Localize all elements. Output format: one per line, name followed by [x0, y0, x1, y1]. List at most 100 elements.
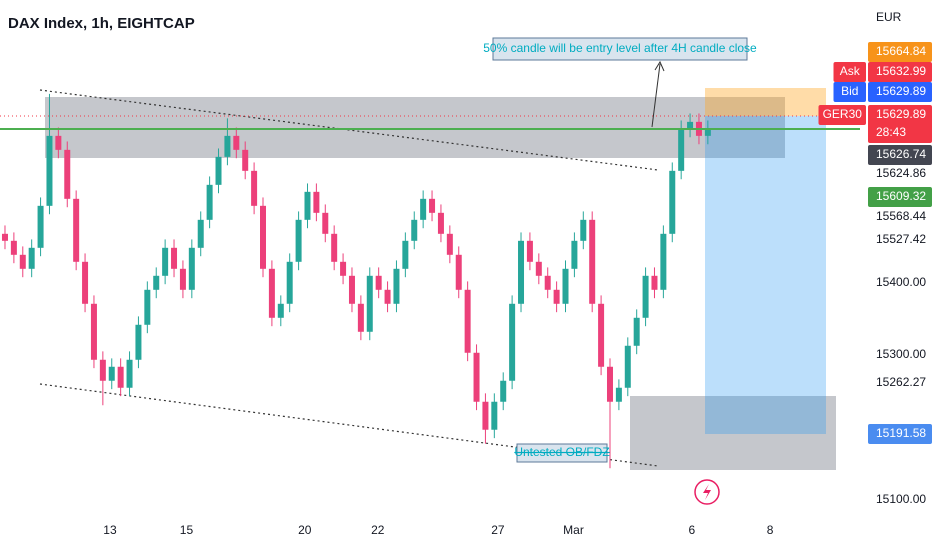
candle-body: [464, 289, 471, 353]
candle-body: [295, 219, 302, 262]
x-tick-label: Mar: [563, 523, 584, 537]
price-tag: [818, 105, 866, 125]
candle-body: [331, 233, 338, 262]
price-marker-value: 15629.89: [876, 84, 926, 98]
price-tag: [833, 62, 866, 82]
candle-body: [437, 212, 444, 234]
candle-body: [393, 268, 400, 304]
x-tick-label: 8: [767, 523, 774, 537]
candle-body: [518, 240, 525, 304]
candle-body: [55, 135, 62, 150]
candle-body: [179, 268, 186, 290]
candle-body: [10, 240, 17, 255]
candle-body: [553, 289, 560, 304]
overlays: 50% candle will be entry level after 4H …: [0, 10, 902, 505]
price-marker-value: 15626.74: [876, 147, 926, 161]
candle-body: [366, 275, 373, 332]
candle-body: [322, 212, 329, 234]
candle-body: [455, 254, 462, 290]
candles: [1, 93, 711, 469]
candle-body: [473, 352, 480, 402]
candle-body: [277, 303, 284, 318]
candle-body: [108, 366, 115, 381]
candle-body: [135, 324, 142, 360]
candle-body: [82, 261, 89, 304]
candle-body: [420, 198, 427, 220]
candle-body: [375, 275, 382, 290]
price-marker: [868, 187, 932, 207]
candle-body: [188, 247, 195, 290]
arrow-head: [654, 60, 665, 72]
candle-body: [340, 261, 347, 276]
candle-body: [500, 380, 507, 402]
y-tick-label: 15100.00: [876, 492, 926, 506]
price-marker: [868, 105, 932, 143]
price-marker-value: 15191.58: [876, 426, 926, 440]
candle-body: [251, 170, 258, 206]
note: Untested OB/FDZ: [514, 445, 609, 459]
candle-body: [37, 205, 44, 248]
arrow: [651, 63, 661, 128]
price-marker: [868, 42, 932, 62]
candle-body: [144, 289, 151, 325]
candle-body: [126, 359, 133, 388]
candle-body: [215, 156, 222, 185]
candle-body: [562, 268, 569, 304]
y-tick-label: 15568.44: [876, 209, 926, 223]
candle-body: [384, 289, 391, 304]
x-tick-label: 22: [371, 523, 385, 537]
candle-body: [633, 317, 640, 346]
currency: EUR: [876, 10, 902, 24]
candle-body: [624, 345, 631, 388]
candle-body: [348, 275, 355, 304]
y-tick-label: 15527.42: [876, 232, 926, 246]
drawings: [39, 88, 836, 470]
supply-zone: [45, 97, 785, 158]
price-tag-label: GER30: [823, 107, 863, 121]
candle-body: [73, 198, 80, 262]
note-box: [492, 37, 748, 61]
candle-body: [535, 261, 542, 276]
candle-body: [260, 205, 267, 269]
price-marker: [868, 82, 932, 102]
candle-body: [606, 366, 613, 402]
candle-body: [90, 303, 97, 360]
y-tick-label: 15300.00: [876, 347, 926, 361]
candle-body: [206, 184, 213, 220]
price-marker-value: 15629.89: [876, 107, 926, 121]
candle-body: [429, 198, 436, 213]
price-marker-value: 15664.84: [876, 44, 926, 58]
candle-body: [598, 303, 605, 367]
x-tick-label: 20: [298, 523, 312, 537]
chart-title: DAX Index, 1h, EIGHTCAP: [8, 15, 195, 32]
price-marker-value: 15609.32: [876, 189, 926, 203]
target-zone: [705, 116, 826, 434]
y-tick-label: 15400.00: [876, 275, 926, 289]
y-tick-label: 15624.86: [876, 166, 926, 180]
countdown: 28:43: [876, 125, 906, 139]
candle-body: [509, 303, 516, 381]
candle-body: [687, 121, 694, 129]
candle-body: [286, 261, 293, 304]
price-marker: [868, 62, 932, 82]
stop-zone: [705, 88, 826, 116]
candle-body: [46, 135, 53, 206]
candle-body: [678, 128, 685, 171]
candle-body: [224, 135, 231, 157]
candle-body: [651, 275, 658, 290]
candle-body: [544, 275, 551, 290]
price-marker-value: 15632.99: [876, 64, 926, 78]
candle-body: [571, 240, 578, 269]
candle-body: [446, 233, 453, 255]
candle-body: [615, 387, 622, 402]
candle-body: [1, 233, 8, 241]
candle-body: [313, 191, 320, 213]
candle-body: [162, 247, 169, 276]
event-bolt: [703, 484, 711, 500]
candle-body: [669, 170, 676, 234]
price-tag-label: Bid: [841, 84, 858, 98]
candle-body: [171, 247, 178, 269]
candle-body: [268, 268, 275, 318]
candle-body: [304, 191, 311, 220]
